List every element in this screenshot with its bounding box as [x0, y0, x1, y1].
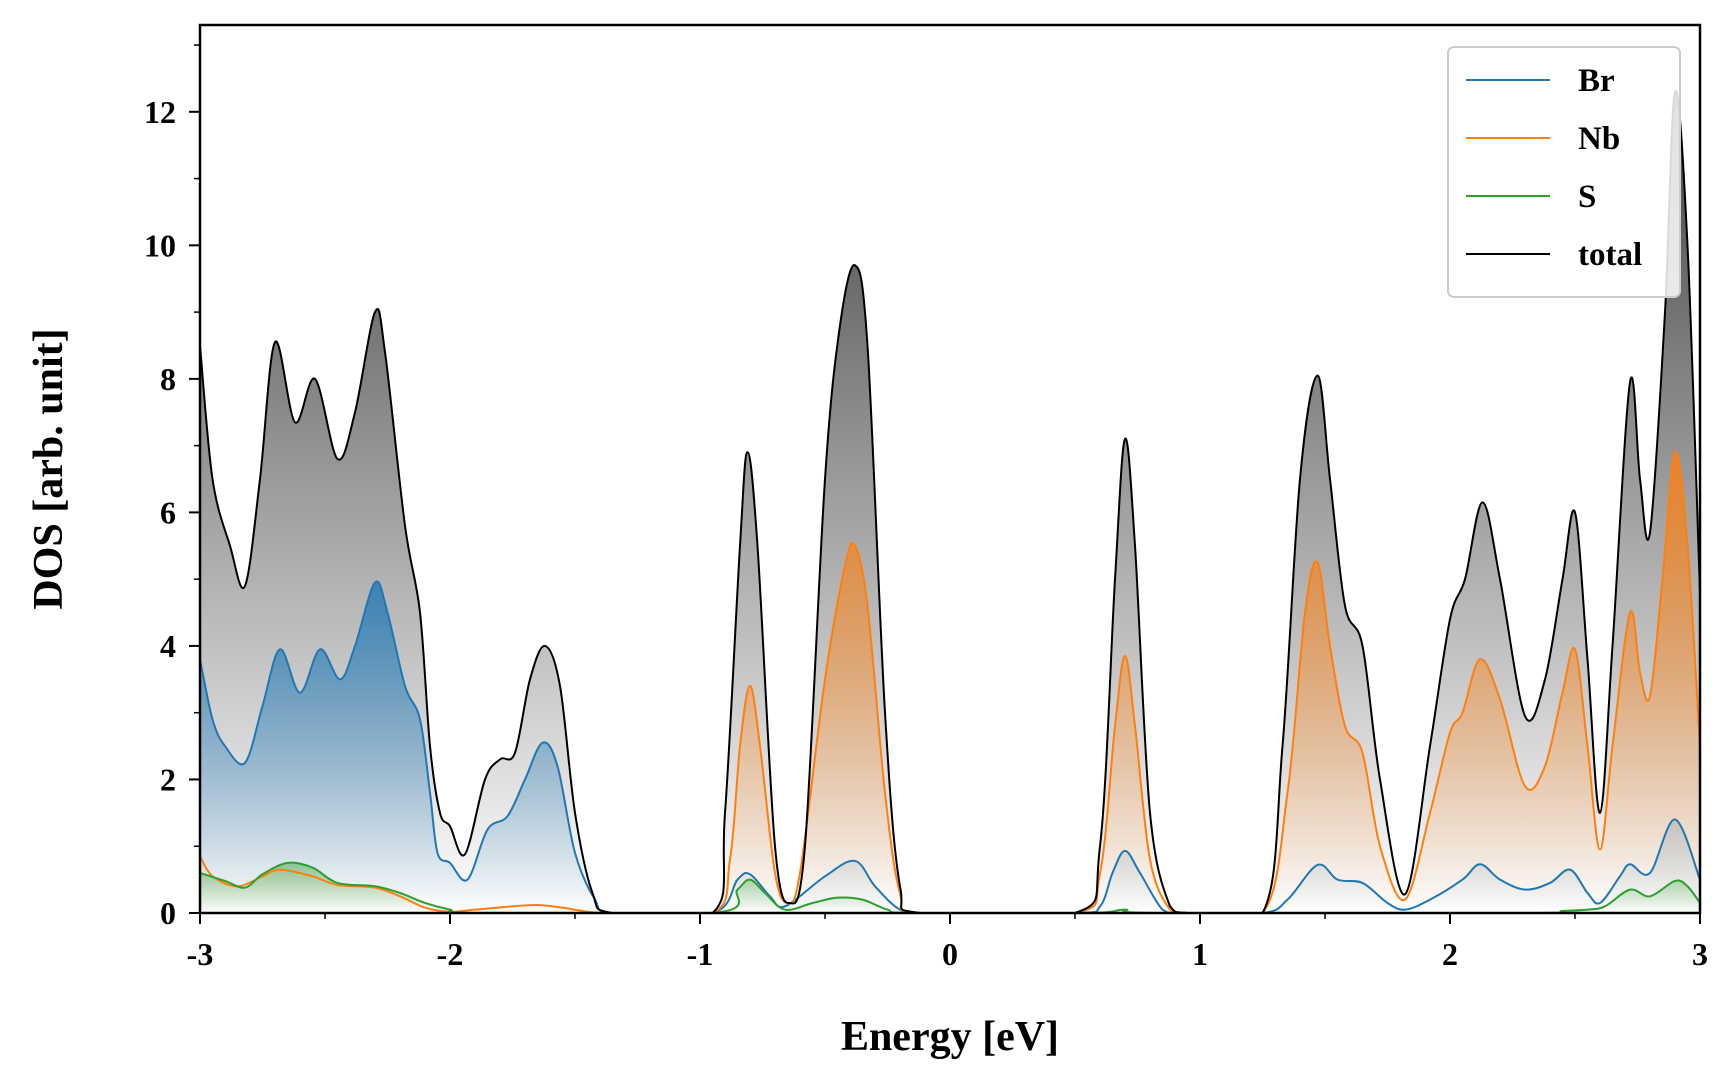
legend-label-br: Br [1578, 63, 1615, 99]
x-tick-label: 0 [942, 936, 958, 972]
series-line-br [199, 580, 1701, 915]
legend-label-total: total [1578, 237, 1642, 273]
area-fill-s [200, 862, 1700, 913]
series-line-nb [199, 451, 1701, 915]
y-tick-label: 12 [144, 94, 176, 130]
area-fill-br [200, 581, 1700, 913]
x-tick-label: 1 [1192, 936, 1208, 972]
legend-box [1447, 46, 1681, 298]
x-tick-label: 3 [1692, 936, 1708, 972]
x-tick-label: -1 [687, 936, 714, 972]
y-tick-label: 8 [160, 361, 176, 397]
y-tick-label: 10 [144, 227, 176, 263]
legend-label-s: S [1578, 179, 1596, 215]
series-line-total [199, 89, 1701, 915]
x-tick-label: 2 [1442, 936, 1458, 972]
legend-label-nb: Nb [1578, 121, 1620, 157]
y-axis-label: DOS [arb. unit] [26, 328, 72, 609]
area-fill-nb [200, 451, 1700, 913]
series-line-s [199, 861, 1701, 915]
series-fills [200, 90, 1700, 914]
y-tick-label: 6 [160, 494, 176, 530]
x-tick-label: -2 [437, 936, 464, 972]
y-tick-label: 4 [160, 628, 176, 664]
x-tick-label: -3 [187, 936, 214, 972]
y-tick-label: 2 [160, 761, 176, 797]
series-lines [199, 89, 1701, 915]
x-axis-label: Energy [eV] [841, 1014, 1059, 1060]
y-tick-label: 0 [160, 895, 176, 931]
